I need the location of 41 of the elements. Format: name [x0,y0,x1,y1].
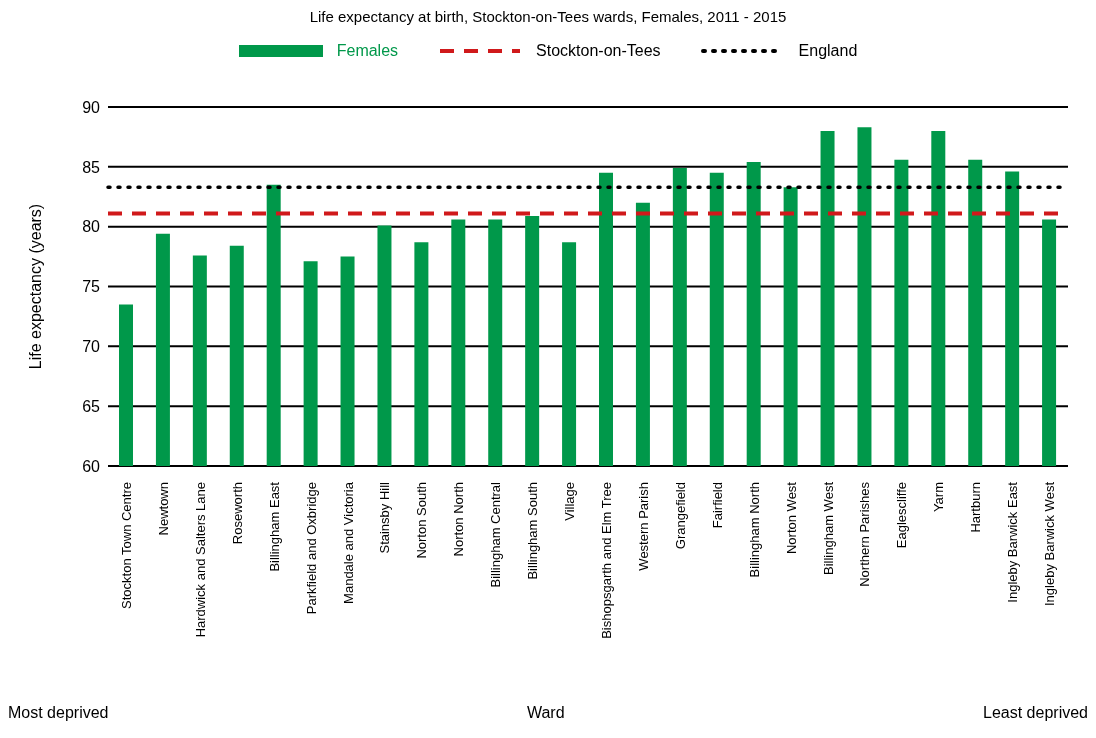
x-tick-label: Village [562,482,578,521]
x-tick-label: Bishopsgarth and Elm Tree [598,482,614,639]
x-tick-label: Billingham North [746,482,762,578]
x-tick-label: Ingleby Barwick West [1042,481,1058,607]
x-tick-label: Mandale and Victoria [340,481,356,604]
x-tick-label: Newtown [155,482,171,536]
y-tick-label: 70 [82,338,101,356]
text: Least deprived [983,704,1088,722]
x-tick-label: Billingham Central [488,481,504,588]
y-tick-label: 90 [82,98,101,116]
y-tick-label: 85 [82,158,101,176]
y-axis-title: Life expectancy (years) [26,203,44,370]
x-tick-label: Billingham East [266,481,282,572]
x-tick-label: Hartburn [968,482,984,533]
x-tick-label: Grangefield [672,482,688,550]
x-tick-label: Billingham West [820,481,836,575]
y-tick-label: 80 [82,218,101,236]
x-tick-label: Yarm [931,482,947,513]
y-tick-label: 75 [82,278,101,296]
x-tick-label: Norton West [783,481,799,555]
y-tick-label: 65 [82,397,101,415]
x-axis-title: Ward [526,704,565,722]
x-tick-label: Northern Parishes [857,481,873,587]
x-tick-label: Norton South [414,482,430,559]
y-tick-label: 60 [82,457,101,475]
legend-label: England [798,42,858,60]
x-tick-label: Stockton Town Centre [118,482,134,609]
x-tick-label: Norton North [451,482,467,557]
text: Most deprived [8,704,109,722]
x-tick-label: Billingham South [525,482,541,580]
text: Females [336,42,399,60]
x-tick-label: Ingleby Barwick East [1005,481,1021,603]
x-tick-label: Hardwick and Salters Lane [192,482,208,638]
x-tick-label: Roseworth [229,482,245,545]
x-tick-label: Western Parish [635,482,651,571]
chart-title: Life expectancy at birth, Stockton-on-Tees wards, Females, 2011 - 2015 [308,8,788,25]
legend-label: Stockton-on-Tees [536,42,661,60]
x-tick-label: Stainsby Hill [377,481,393,554]
x-tick-label: Fairfield [709,482,725,529]
x-tick-label: Parkfield and Oxbridge [303,482,319,615]
x-tick-label: Eaglescliffe [894,482,910,549]
